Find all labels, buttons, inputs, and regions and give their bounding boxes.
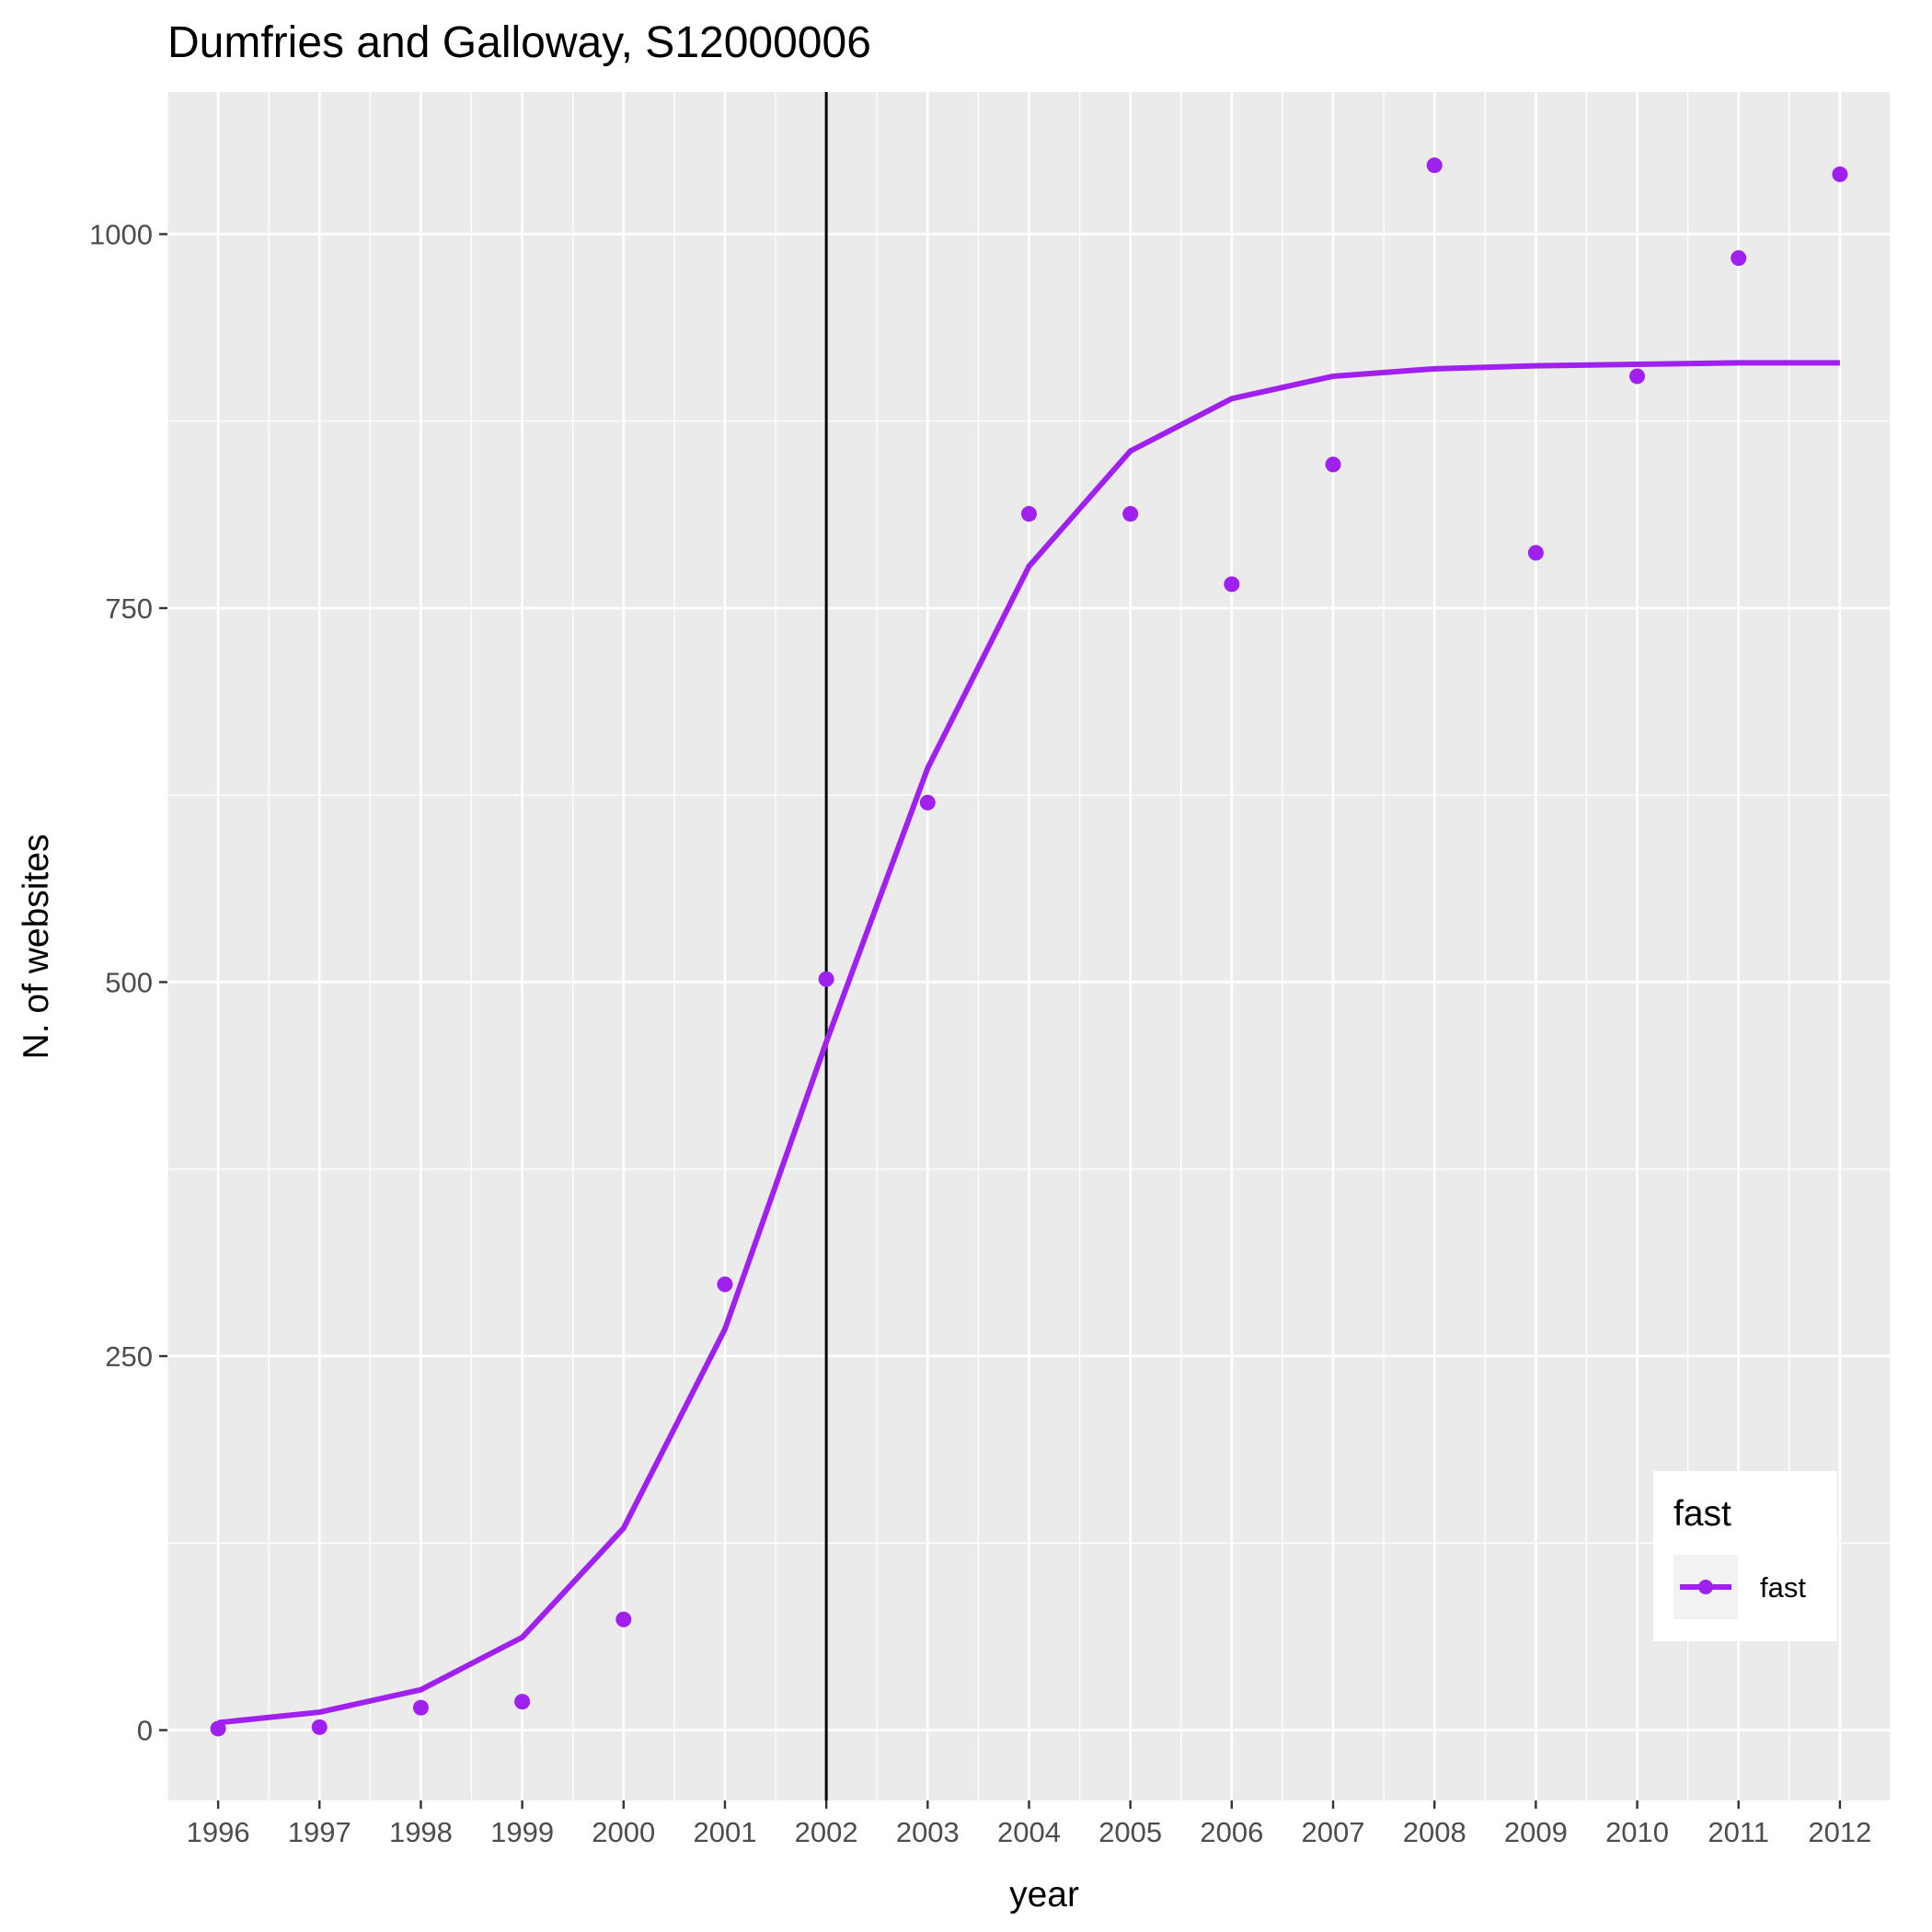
x-tick-label: 2006 [1200, 1816, 1263, 1848]
x-tick-label: 1997 [288, 1816, 351, 1848]
y-axis-title: N. of websites [17, 834, 56, 1060]
data-point [1325, 456, 1341, 473]
x-tick-label: 1996 [187, 1816, 250, 1848]
x-tick-label: 2002 [795, 1816, 858, 1848]
y-tick-label: 750 [105, 592, 153, 625]
legend-label-fast: fast [1760, 1571, 1806, 1604]
data-point [1832, 166, 1848, 182]
x-tick-label: 2005 [1098, 1816, 1162, 1848]
data-point [818, 971, 834, 987]
data-point [1629, 368, 1646, 385]
x-tick-label: 2000 [592, 1816, 655, 1848]
data-point [1224, 576, 1240, 592]
y-axis: 0 250 500 750 1000 [89, 218, 167, 1747]
data-point [919, 794, 936, 811]
x-axis: 1996 1997 1998 1999 2000 2001 2002 2003 2004 2005… [187, 1800, 1871, 1848]
x-tick-label: 1999 [490, 1816, 554, 1848]
y-tick-label: 250 [105, 1340, 153, 1373]
x-tick-label: 2010 [1605, 1816, 1669, 1848]
legend: fast fast [1653, 1471, 1837, 1641]
data-point [1122, 506, 1139, 523]
data-point [311, 1719, 328, 1735]
data-point [1021, 506, 1037, 523]
x-tick-label: 2007 [1302, 1816, 1365, 1848]
x-tick-label: 2001 [693, 1816, 756, 1848]
y-tick-label: 500 [105, 967, 153, 999]
data-point [210, 1720, 226, 1737]
data-point [1426, 157, 1443, 174]
x-tick-label: 1998 [389, 1816, 453, 1848]
x-axis-title: year [1009, 1875, 1079, 1915]
data-point [1731, 249, 1747, 266]
x-tick-label: 2008 [1403, 1816, 1466, 1848]
data-point [615, 1611, 632, 1627]
data-point [717, 1276, 733, 1293]
major-gridlines [167, 92, 1891, 1800]
series-line-fast [217, 360, 1840, 1726]
y-tick-label: 1000 [89, 218, 153, 250]
y-tick-label: 0 [137, 1715, 153, 1747]
data-point [412, 1699, 429, 1716]
x-tick-label: 2012 [1808, 1816, 1871, 1848]
data-point [514, 1694, 531, 1710]
x-tick-label: 2003 [896, 1816, 960, 1848]
series-points-fast [210, 157, 1848, 1737]
x-tick-label: 2004 [997, 1816, 1061, 1848]
legend-key-point [1698, 1580, 1713, 1594]
chart-title: Dumfries and Galloway, S12000006 [167, 18, 871, 67]
legend-title: fast [1673, 1494, 1731, 1534]
x-tick-label: 2011 [1708, 1816, 1769, 1848]
data-point [1527, 545, 1544, 561]
x-tick-label: 2009 [1504, 1816, 1568, 1848]
